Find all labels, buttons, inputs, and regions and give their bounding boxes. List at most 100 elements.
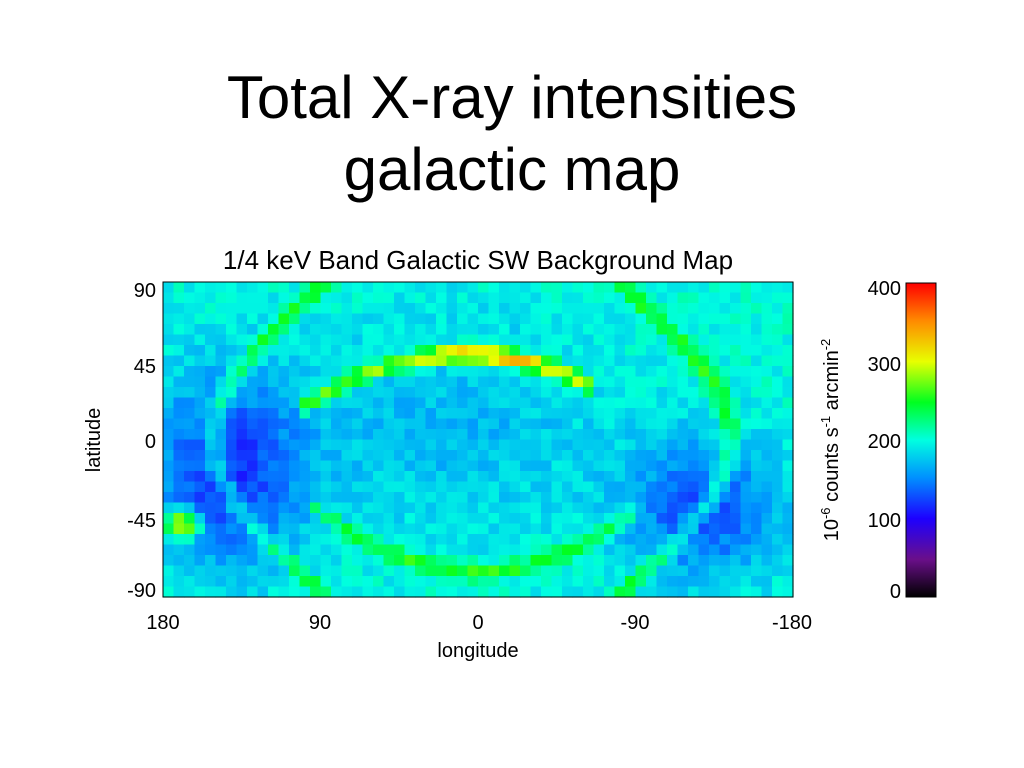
heatmap-cell <box>236 492 248 504</box>
heatmap-cell <box>667 555 679 567</box>
heatmap-cell <box>394 376 406 388</box>
heatmap-cell <box>593 450 605 462</box>
colorbar-tick-label: 100 <box>868 510 901 532</box>
heatmap-cell <box>404 481 416 493</box>
heatmap-cell <box>488 292 500 304</box>
heatmap-cell <box>299 576 311 588</box>
heatmap-cell <box>299 376 311 388</box>
colorbar-tick-label: 300 <box>868 354 901 376</box>
heatmap-cell <box>215 555 227 567</box>
heatmap-cell <box>541 460 553 472</box>
heatmap-cell <box>194 450 206 462</box>
heatmap-cell <box>730 534 742 546</box>
heatmap-cell <box>530 303 542 315</box>
heatmap-cell <box>709 313 721 325</box>
heatmap-cell <box>320 292 332 304</box>
heatmap-cell <box>163 387 175 399</box>
heatmap-cell <box>184 408 196 420</box>
heatmap-cell <box>572 492 584 504</box>
heatmap-cell <box>719 492 731 504</box>
heatmap-cell <box>572 345 584 357</box>
heatmap-cell <box>625 450 637 462</box>
heatmap-cell <box>373 450 385 462</box>
heatmap-cell <box>688 450 700 462</box>
heatmap-cell <box>667 292 679 304</box>
heatmap-cell <box>709 418 721 430</box>
heatmap-cell <box>667 576 679 588</box>
heatmap-cell <box>215 418 227 430</box>
heatmap-cell <box>572 334 584 346</box>
heatmap-cell <box>194 492 206 504</box>
heatmap-cell <box>436 471 448 483</box>
heatmap-cell <box>457 450 469 462</box>
heatmap-cell <box>740 345 752 357</box>
heatmap-cell <box>173 481 185 493</box>
heatmap-cell <box>730 565 742 577</box>
heatmap-cell <box>236 282 248 294</box>
heatmap-cell <box>278 313 290 325</box>
heatmap-cell <box>730 544 742 556</box>
heatmap-cell <box>499 387 511 399</box>
heatmap-cell <box>394 313 406 325</box>
heatmap-cell <box>436 418 448 430</box>
heatmap-cell <box>572 313 584 325</box>
heatmap-cell <box>278 555 290 567</box>
heatmap-cell <box>583 313 595 325</box>
heatmap-cell <box>331 282 343 294</box>
heatmap-cell <box>520 408 532 420</box>
heatmap-cell <box>499 450 511 462</box>
heatmap-cell <box>163 544 175 556</box>
heatmap-cell <box>520 586 532 598</box>
heatmap-cell <box>362 324 374 336</box>
heatmap-cell <box>184 460 196 472</box>
heatmap-cell <box>362 544 374 556</box>
heatmap-cell <box>751 555 763 567</box>
heatmap-cell <box>677 366 689 378</box>
heatmap-cell <box>541 523 553 535</box>
heatmap-cell <box>530 439 542 451</box>
heatmap-cell <box>194 523 206 535</box>
heatmap-cell <box>236 366 248 378</box>
heatmap-cell <box>226 439 238 451</box>
heatmap-cell <box>184 513 196 525</box>
heatmap-cell <box>352 429 364 441</box>
heatmap-cell <box>635 492 647 504</box>
heatmap-cell <box>173 324 185 336</box>
heatmap-cell <box>541 292 553 304</box>
heatmap-cell <box>730 460 742 472</box>
heatmap-cell <box>499 303 511 315</box>
heatmap-cell <box>205 523 217 535</box>
heatmap-cell <box>184 534 196 546</box>
heatmap-cell <box>362 450 374 462</box>
heatmap-cell <box>362 576 374 588</box>
heatmap-cell <box>425 292 437 304</box>
heatmap-cell <box>625 408 637 420</box>
heatmap-cell <box>289 334 301 346</box>
heatmap-cell <box>467 324 479 336</box>
heatmap-cell <box>604 555 616 567</box>
heatmap-cell <box>782 502 794 514</box>
heatmap-cell <box>488 334 500 346</box>
heatmap-cell <box>656 313 668 325</box>
heatmap-cell <box>604 471 616 483</box>
heatmap-cell <box>362 282 374 294</box>
heatmap-cell <box>320 471 332 483</box>
heatmap-cell <box>236 376 248 388</box>
heatmap-cell <box>677 292 689 304</box>
heatmap-cell <box>194 366 206 378</box>
heatmap-cell <box>604 313 616 325</box>
heatmap-cell <box>625 555 637 567</box>
heatmap-cell <box>184 576 196 588</box>
heatmap-cell <box>520 429 532 441</box>
heatmap-cell <box>593 481 605 493</box>
heatmap-cell <box>761 502 773 514</box>
heatmap-cell <box>268 387 280 399</box>
heatmap-cell <box>163 397 175 409</box>
heatmap-cell <box>163 523 175 535</box>
heatmap-cell <box>751 355 763 367</box>
heatmap-cell <box>782 534 794 546</box>
heatmap-cell <box>751 303 763 315</box>
heatmap-cell <box>530 418 542 430</box>
x-tick-label: 180 <box>146 612 179 634</box>
heatmap-cell <box>562 481 574 493</box>
